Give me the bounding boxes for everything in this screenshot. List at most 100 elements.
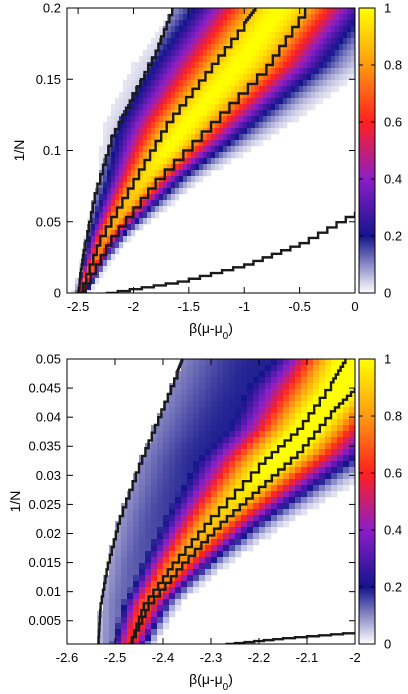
heatmap-cell xyxy=(151,98,156,105)
heatmap-cell xyxy=(229,491,236,498)
heatmap-cell xyxy=(167,134,172,141)
heatmap-cell xyxy=(175,98,180,105)
heatmap-cell xyxy=(199,359,206,366)
heatmap-cell xyxy=(115,593,122,600)
heatmap-cell xyxy=(127,509,134,516)
heatmap-cell xyxy=(289,497,296,504)
heatmap-cell xyxy=(255,50,260,57)
heatmap-cell xyxy=(127,581,134,588)
heatmap-cell xyxy=(271,479,278,486)
heatmap-cell xyxy=(183,32,188,39)
heatmap-cell xyxy=(119,92,124,99)
heatmap-cell xyxy=(277,449,284,456)
heatmap-cell xyxy=(283,62,288,69)
heatmap-cell xyxy=(199,146,204,153)
heatmap-cell xyxy=(207,86,212,93)
heatmap-cell xyxy=(275,26,280,33)
heatmap-cell xyxy=(299,44,304,51)
heatmap-cell xyxy=(199,425,206,432)
heatmap-cell xyxy=(307,44,312,51)
heatmap-cell xyxy=(181,491,188,498)
heatmap-cell xyxy=(139,176,144,183)
heatmap-cell xyxy=(295,74,300,81)
heatmap-cell xyxy=(211,44,216,51)
heatmap-cell xyxy=(271,38,276,45)
heatmap-cell xyxy=(211,50,216,57)
heatmap-cell xyxy=(219,140,224,147)
heatmap-cell xyxy=(265,383,272,390)
heatmap-cell xyxy=(131,146,136,153)
heatmap-cell xyxy=(337,461,344,468)
heatmap-cell xyxy=(351,68,355,75)
heatmap-cell xyxy=(157,503,164,510)
heatmap-cell xyxy=(187,449,194,456)
heatmap-cell xyxy=(331,467,338,474)
heatmap-cell xyxy=(343,56,348,63)
heatmap-cell xyxy=(163,92,168,99)
heatmap-cell xyxy=(123,86,128,93)
heatmap-cell xyxy=(205,431,212,438)
heatmap-cell xyxy=(259,86,264,93)
heatmap-cell xyxy=(335,62,340,69)
heatmap-cell xyxy=(291,74,296,81)
heatmap-cell xyxy=(283,407,290,414)
heatmap-cell xyxy=(215,38,220,45)
heatmap-cell xyxy=(187,461,194,468)
heatmap-cell xyxy=(239,140,244,147)
heatmap-cell xyxy=(335,38,340,45)
heatmap-cell xyxy=(205,485,212,492)
heatmap-cell xyxy=(147,44,152,51)
heatmap-cell xyxy=(289,365,296,372)
heatmap-cell xyxy=(295,491,302,498)
heatmap-cell xyxy=(127,164,132,171)
heatmap-cell xyxy=(187,485,194,492)
heatmap-cell xyxy=(111,122,116,129)
heatmap-cell xyxy=(175,62,180,69)
heatmap-cell xyxy=(251,134,256,141)
heatmap-cell xyxy=(223,449,230,456)
heatmap-cell xyxy=(291,104,296,111)
heatmap-cell xyxy=(111,176,116,183)
heatmap-cell xyxy=(115,152,120,159)
heatmap-cell xyxy=(91,224,96,231)
heatmap-cell xyxy=(311,62,316,69)
heatmap-cell xyxy=(179,44,184,51)
heatmap-cell xyxy=(229,431,236,438)
heatmap-cell xyxy=(183,104,188,111)
heatmap-cell xyxy=(187,419,194,426)
heatmap-cell xyxy=(151,110,156,117)
heatmap-cell xyxy=(107,140,112,147)
heatmap-cell xyxy=(179,56,184,63)
heatmap-cell xyxy=(343,419,350,426)
heatmap-cell xyxy=(103,194,108,201)
heatmap-cell xyxy=(143,110,148,117)
heatmap-cell xyxy=(131,152,136,159)
heatmap-cell xyxy=(143,98,148,105)
heatmap-cell xyxy=(147,140,152,147)
heatmap-cell xyxy=(193,509,200,516)
heatmap-cell xyxy=(127,515,134,522)
heatmap-cell xyxy=(193,377,200,384)
heatmap-cell xyxy=(265,389,272,396)
heatmap-cell xyxy=(133,569,140,576)
heatmap-cell xyxy=(183,152,188,159)
heatmap-cell xyxy=(199,557,206,564)
heatmap-cell xyxy=(319,491,326,498)
heatmap-cell xyxy=(171,182,176,189)
heatmap-cell xyxy=(235,509,242,516)
heatmap-cell xyxy=(145,641,152,644)
heatmap-cell xyxy=(169,497,176,504)
heatmap-cell xyxy=(241,389,248,396)
heatmap-cell xyxy=(223,68,228,75)
heatmap-cell xyxy=(313,443,320,450)
heatmap-cell xyxy=(319,449,326,456)
heatmap-cell xyxy=(241,539,248,546)
heatmap-cell xyxy=(301,473,308,480)
heatmap-cell xyxy=(111,140,116,147)
heatmap-cell xyxy=(263,68,268,75)
heatmap-cell xyxy=(295,407,302,414)
heatmap-cell xyxy=(271,116,276,123)
heatmap-cell xyxy=(169,557,176,564)
heatmap-cell xyxy=(131,86,136,93)
heatmap-cell xyxy=(255,110,260,117)
